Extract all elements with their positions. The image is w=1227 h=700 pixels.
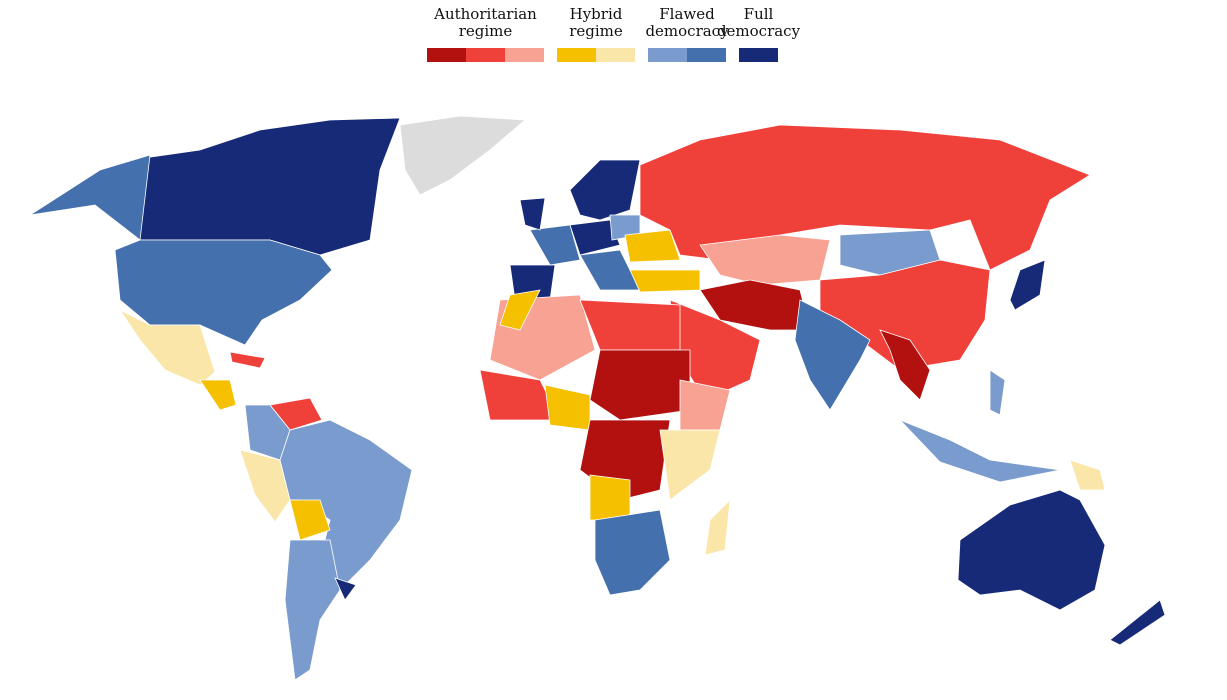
- country: [629, 269, 701, 293]
- legend-swatch: [739, 48, 778, 62]
- legend-swatch: [427, 48, 466, 62]
- country: [659, 429, 721, 501]
- country: [589, 349, 691, 421]
- country: [579, 299, 681, 351]
- country: [29, 154, 151, 241]
- country: [794, 299, 871, 411]
- country: [704, 498, 731, 556]
- country: [199, 379, 237, 411]
- legend-swatch: [505, 48, 544, 62]
- country: [989, 369, 1006, 416]
- legend-swatch: [557, 48, 596, 62]
- legend-swatch: [596, 48, 635, 62]
- country: [239, 449, 291, 523]
- country: [569, 219, 621, 256]
- country: [699, 234, 831, 286]
- country: [529, 224, 581, 266]
- country: [639, 124, 1091, 271]
- country: [957, 489, 1106, 611]
- country: [544, 384, 591, 431]
- countries: [29, 115, 1166, 681]
- country: [1009, 259, 1046, 311]
- country: [284, 539, 341, 681]
- country: [519, 197, 546, 231]
- legend-label: regime: [459, 22, 513, 40]
- country: [1069, 459, 1106, 491]
- legend-label: Full: [744, 5, 774, 23]
- legend-label: democracy: [717, 22, 801, 40]
- legend-swatch: [466, 48, 505, 62]
- country: [118, 308, 216, 386]
- country: [879, 329, 931, 401]
- country: [129, 117, 401, 256]
- country: [594, 509, 671, 596]
- legend-label: Hybrid: [570, 5, 623, 23]
- country: [624, 229, 681, 263]
- legend-swatch: [687, 48, 726, 62]
- legend-label: Authoritarian: [433, 5, 537, 23]
- country: [114, 239, 333, 346]
- legend-label: regime: [569, 22, 623, 40]
- legend-label: Flawed: [659, 5, 715, 23]
- country: [589, 474, 631, 521]
- country: [289, 499, 331, 541]
- country: [1109, 599, 1166, 646]
- country: [399, 115, 527, 196]
- legend-swatch: [648, 48, 687, 62]
- country: [899, 419, 1061, 483]
- legend: AuthoritarianregimeHybridregimeFlaweddem…: [427, 5, 801, 62]
- country: [334, 577, 357, 601]
- country: [569, 159, 641, 221]
- legend-label: democracy: [645, 22, 729, 40]
- country: [499, 289, 541, 331]
- country: [229, 351, 266, 369]
